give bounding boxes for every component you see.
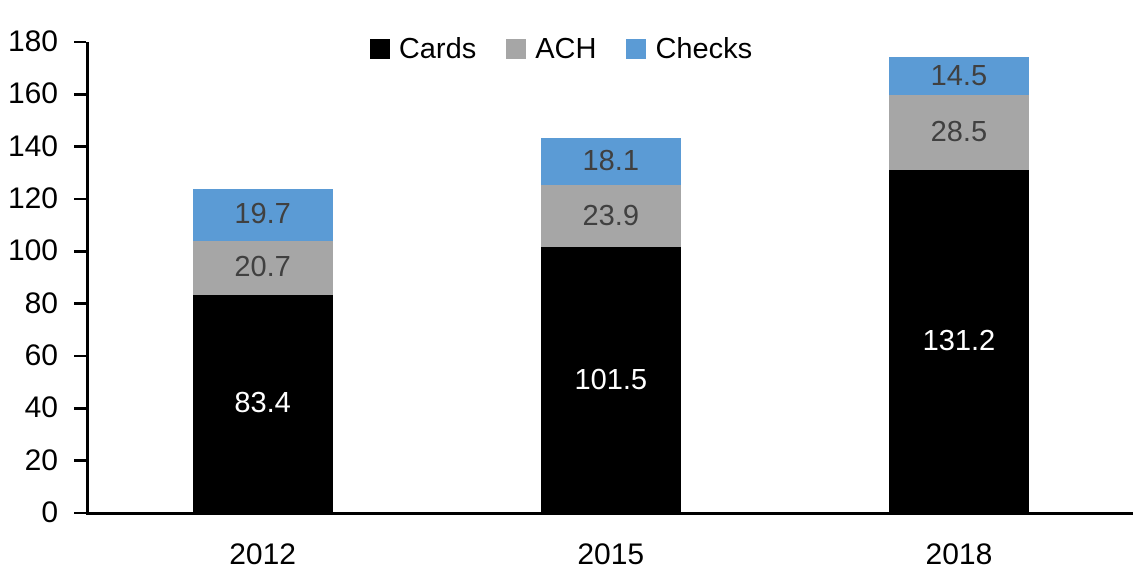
legend-label: ACH xyxy=(535,32,597,65)
y-axis-tick-label: 80 xyxy=(24,286,58,320)
x-axis-line xyxy=(85,512,1133,515)
bar-segment-2018-cards: 131.2 xyxy=(888,169,1029,513)
bar-segment-2012-checks: 19.7 xyxy=(192,189,333,241)
bar-segment-2018-ach: 28.5 xyxy=(888,95,1029,170)
y-axis-tick xyxy=(73,250,86,253)
legend-item-cards: Cards xyxy=(369,32,477,65)
y-axis-tick xyxy=(73,459,86,462)
bar-segment-2015-cards: 101.5 xyxy=(540,247,681,513)
legend-swatch-checks xyxy=(626,39,647,59)
y-axis-tick-label: 100 xyxy=(7,234,58,268)
y-axis-tick-label: 60 xyxy=(24,339,58,372)
y-axis-tick-label: 0 xyxy=(41,496,58,529)
bar-value-label: 18.1 xyxy=(582,144,639,177)
legend-label: Cards xyxy=(398,32,477,65)
y-axis-tick xyxy=(73,145,86,148)
x-axis-tick-label: 2018 xyxy=(925,538,993,571)
legend-item-ach: ACH xyxy=(506,32,597,65)
y-axis-tick xyxy=(73,197,86,201)
bar-segment-2015-checks: 18.1 xyxy=(540,137,681,185)
chart-legend: Cards ACH Checks xyxy=(0,34,1122,64)
y-axis-tick-label: 40 xyxy=(24,391,58,425)
y-axis-tick-label: 120 xyxy=(7,182,58,215)
bar-value-label: 131.2 xyxy=(922,324,996,357)
bar-value-label: 83.4 xyxy=(234,387,291,420)
y-axis-tick-label: 160 xyxy=(7,77,58,111)
y-axis-tick-label: 20 xyxy=(24,443,58,477)
x-axis-tick-label: 2015 xyxy=(577,538,645,571)
y-axis-tick xyxy=(73,302,86,305)
bar-value-label: 101.5 xyxy=(574,363,648,396)
bar-value-label: 19.7 xyxy=(234,198,291,231)
legend-swatch-ach xyxy=(506,39,527,59)
y-axis-tick xyxy=(73,93,86,96)
bar-value-label: 20.7 xyxy=(234,251,291,284)
y-axis-tick-label: 180 xyxy=(7,25,58,58)
legend-label: Checks xyxy=(655,32,753,65)
legend-swatch-cards xyxy=(369,39,390,59)
bar-segment-2012-cards: 83.4 xyxy=(192,294,333,513)
y-axis-tick-label: 140 xyxy=(7,129,58,163)
y-axis-tick xyxy=(73,40,86,44)
legend-item-checks: Checks xyxy=(626,32,753,65)
y-axis-tick xyxy=(73,511,86,515)
bar-segment-2015-ach: 23.9 xyxy=(540,184,681,248)
y-axis-tick xyxy=(73,354,86,358)
bar-segment-2012-ach: 20.7 xyxy=(192,240,333,295)
y-axis-tick xyxy=(73,407,86,410)
bar-value-label: 23.9 xyxy=(582,199,639,232)
x-axis-tick-label: 2012 xyxy=(229,538,296,571)
bar-segment-2018-checks: 14.5 xyxy=(888,57,1029,96)
bar-value-label: 28.5 xyxy=(930,115,988,148)
bar-value-label: 14.5 xyxy=(930,59,988,92)
y-axis-line xyxy=(85,42,89,515)
